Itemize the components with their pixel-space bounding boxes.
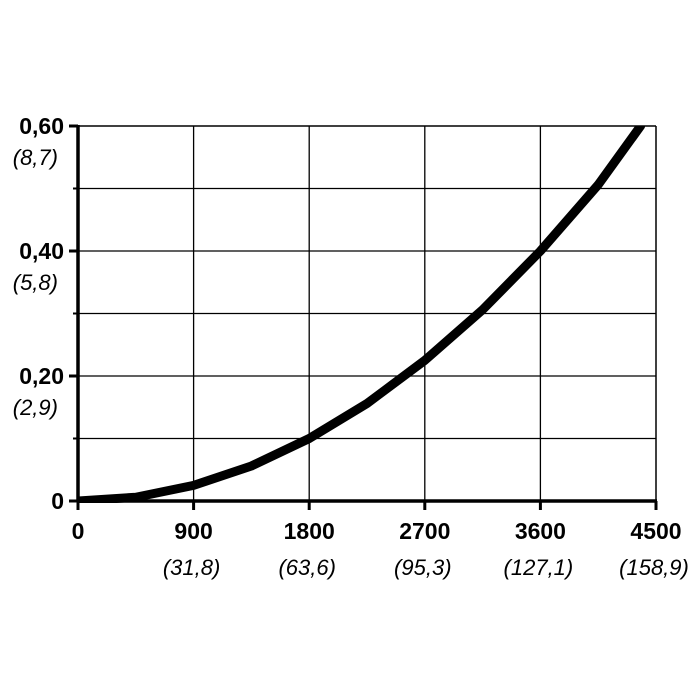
x-tick-label: 4500 (630, 518, 681, 544)
y-tick-label: 0 (51, 488, 64, 514)
x-tick-label: 1800 (284, 518, 335, 544)
series-line (78, 126, 646, 503)
y-tick-label: 0,40 (19, 238, 64, 264)
x-tick-sublabel: (158,9) (619, 555, 689, 580)
grid (78, 126, 656, 501)
x-tick-sublabel: (127,1) (504, 555, 574, 580)
x-tick-label: 0 (72, 518, 85, 544)
y-tick-label: 0,60 (19, 113, 64, 139)
y-tick-sublabel: (5,8) (13, 270, 58, 295)
x-tick-label: 900 (174, 518, 212, 544)
y-tick-label: 0,20 (19, 363, 64, 389)
y-tick-sublabel: (2,9) (13, 395, 58, 420)
tick-labels: 0 900 (31,8) 1800 (63,6) 2700 (95,3) 3600 (127,1… (13, 113, 689, 580)
y-tick-sublabel: (8,7) (13, 145, 58, 170)
x-tick-sublabel: (95,3) (394, 555, 451, 580)
axes (69, 124, 658, 510)
x-tick-sublabel: (31,8) (163, 555, 220, 580)
x-tick-label: 2700 (399, 518, 450, 544)
x-tick-sublabel: (63,6) (278, 555, 335, 580)
x-tick-label: 3600 (515, 518, 566, 544)
series-layer (78, 126, 646, 503)
